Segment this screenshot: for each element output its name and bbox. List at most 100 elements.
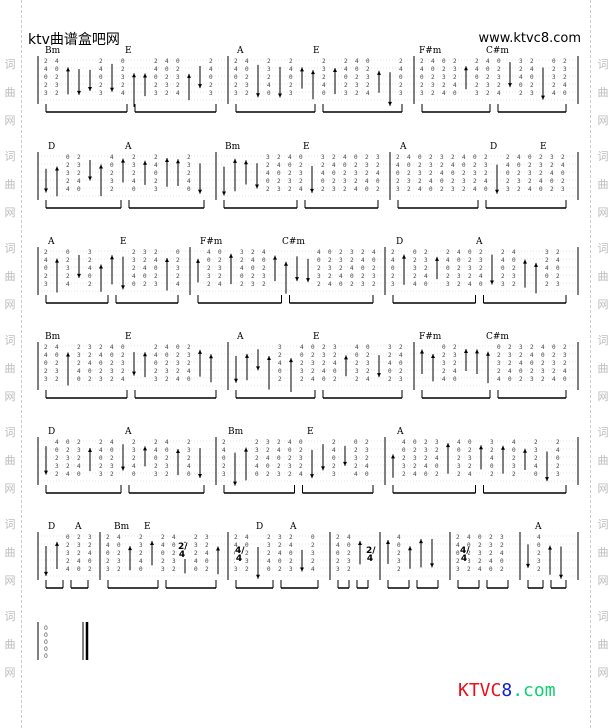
fret-number: 0 [550,178,554,185]
fret-number: 4 [512,439,516,446]
fret-number: 3 [187,447,191,454]
fret-number: 0 [407,162,411,169]
strum-up-arrow [198,349,202,354]
fret-number: 4 [240,265,244,272]
fret-number: 3 [110,178,114,185]
fret-number: 2 [55,471,59,478]
site-url[interactable]: www.ktvc8.com [478,31,581,46]
fret-number: 3 [354,170,358,177]
fret-number: 2 [517,170,521,177]
fret-number: 4 [289,542,293,549]
fret-number: 2 [143,257,147,264]
fret-number: 2 [355,376,359,383]
fret-number: 0 [288,162,292,169]
fret-number: 4 [288,154,292,161]
fret-number: 2 [110,471,114,478]
fret-number: 2 [561,178,565,185]
fret-number: 0 [545,273,549,280]
fret-number: 2 [418,178,422,185]
fret-number: 2 [154,439,158,446]
fret-number: 0 [77,471,81,478]
watermark-char: 曲 [597,546,609,559]
strum-down-arrow [310,188,314,193]
fret-number: 2 [354,447,358,454]
fret-number: 0 [468,249,472,256]
fret-number: 3 [328,265,332,272]
fret-number: 0 [442,58,446,65]
fret-number: 0 [311,534,315,541]
strum-up-arrow [475,349,479,354]
fret-number: 2 [344,82,348,89]
chord-label: E [307,427,314,437]
time-signature: 2/4 [366,546,376,564]
fret-number: 2 [354,178,358,185]
fret-number: 2 [77,534,81,541]
fret-number: 3 [321,154,325,161]
fret-number: 2 [187,439,191,446]
fret-number: 2 [322,58,326,65]
fret-number: 3 [132,257,136,264]
fret-number: 3 [154,471,158,478]
fret-number: 0 [245,542,249,549]
fret-number: 0 [77,186,81,193]
fret-number: 0 [176,58,180,65]
strum-up-arrow [386,540,390,545]
fret-number: 2 [121,368,125,375]
fret-number: 2 [255,439,259,446]
watermark-char: 网 [597,298,609,311]
fret-number: 4 [299,186,303,193]
fret-number: 0 [512,447,516,454]
strum-up-arrow [55,166,59,171]
fret-number: 3 [545,249,549,256]
fret-number: 0 [110,352,114,359]
fret-number: 3 [176,360,180,367]
fret-number: 2 [413,257,417,264]
fret-number: 2 [550,162,554,169]
fret-number: 2 [317,265,321,272]
fret-number: 4 [176,376,180,383]
fret-number: 2 [456,558,460,565]
watermark-left: 词曲网词曲网词曲网词曲网词曲网词曲网词曲网 [2,0,18,712]
fret-number: 2 [365,170,369,177]
fret-number: 3 [355,368,359,375]
fret-number: 2 [501,273,505,280]
fret-number: 4 [424,463,428,470]
chord-label: D [490,142,498,152]
strum-down-arrow [508,83,512,88]
fret-number: 2 [77,170,81,177]
fret-number: 0 [321,178,325,185]
fret-number: 2 [336,558,340,565]
strum-down-arrow [526,563,530,568]
fret-number: 0 [552,58,556,65]
fret-number: 4 [440,170,444,177]
fret-number: 2 [187,344,191,351]
fret-number: 0 [490,463,494,470]
fret-number: 2 [501,249,505,256]
fret-number: 2 [552,352,556,359]
fret-number: 0 [399,74,403,81]
fret-number: 4 [121,90,125,97]
fret-number: 0 [478,534,482,541]
fret-number: 2 [397,550,401,557]
fret-number: 4 [354,186,358,193]
fret-number: 0 [354,154,358,161]
watermark-char: 网 [597,574,609,587]
chord-label: E [540,142,547,152]
fret-number: 4 [99,447,103,454]
fret-number: 0 [187,471,191,478]
strum-up-arrow [419,539,423,544]
fret-number: 2 [453,58,457,65]
strum-up-arrow [143,446,147,451]
fret-number: 2 [44,249,48,256]
strum-up-arrow [289,358,293,363]
fret-number: 2 [289,534,293,541]
fret-number: 4 [489,558,493,565]
fret-number: 2 [366,352,370,359]
fret-number: 4 [347,534,351,541]
fret-number: 2 [187,170,191,177]
fret-number: 4 [545,265,549,272]
fret-number: 3 [497,360,501,367]
fret-number: 4 [442,90,446,97]
fret-number: 0 [366,58,370,65]
fret-number: 2 [453,74,457,81]
